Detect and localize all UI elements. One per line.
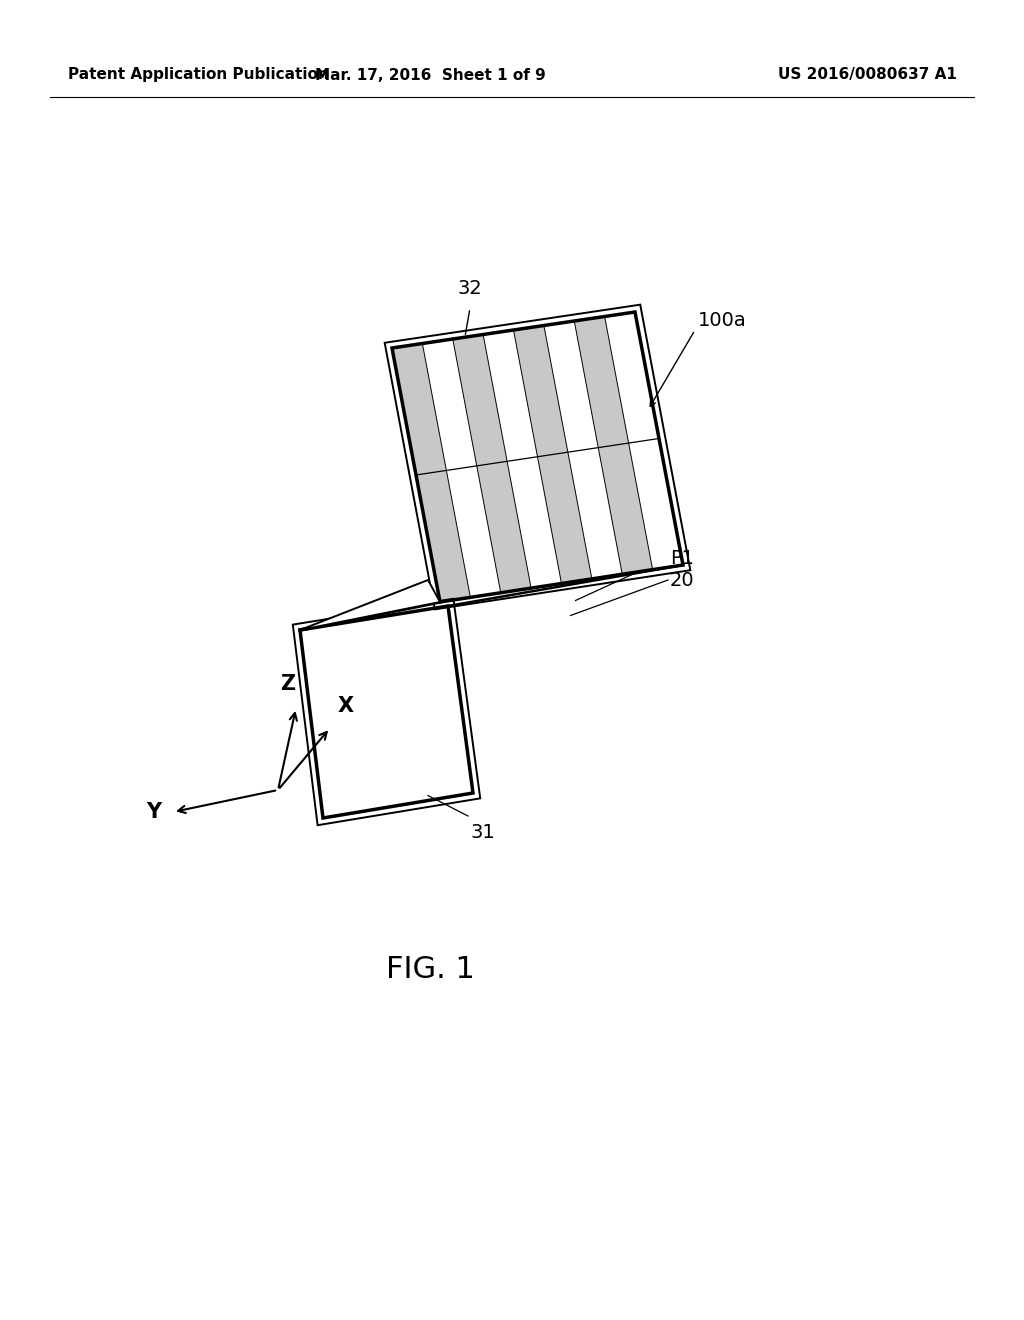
Text: US 2016/0080637 A1: US 2016/0080637 A1 (778, 67, 957, 82)
Polygon shape (300, 579, 440, 630)
Text: Y: Y (145, 803, 161, 822)
Text: Mar. 17, 2016  Sheet 1 of 9: Mar. 17, 2016 Sheet 1 of 9 (314, 67, 546, 82)
Polygon shape (392, 312, 683, 602)
Polygon shape (392, 343, 470, 602)
Text: FIG. 1: FIG. 1 (386, 956, 474, 985)
Polygon shape (513, 326, 592, 583)
Text: 32: 32 (458, 279, 482, 298)
Polygon shape (453, 334, 531, 593)
Polygon shape (544, 321, 623, 579)
Text: 20: 20 (670, 570, 694, 590)
Text: 100a: 100a (698, 310, 746, 330)
Text: 31: 31 (470, 822, 495, 842)
Polygon shape (574, 317, 652, 574)
Text: Z: Z (281, 675, 296, 694)
Polygon shape (422, 339, 501, 598)
Polygon shape (483, 330, 561, 589)
Text: X: X (338, 696, 354, 715)
Text: P1: P1 (670, 549, 694, 568)
Text: Patent Application Publication: Patent Application Publication (68, 67, 329, 82)
Polygon shape (300, 606, 473, 818)
Polygon shape (604, 312, 683, 570)
